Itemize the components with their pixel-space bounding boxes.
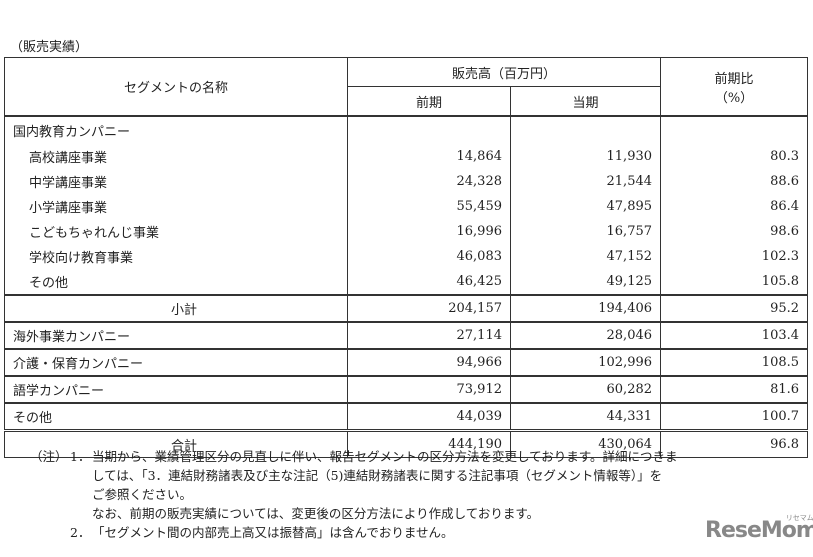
- note-line: ご参照ください。: [92, 487, 193, 502]
- total-label: 合計: [4, 429, 348, 458]
- table-row: 海外事業カンパニー 27,114 28,046 103.4: [4, 321, 809, 349]
- row-name: 学校向け教育事業: [4, 244, 348, 269]
- row-ratio: 103.4: [660, 321, 809, 349]
- table-row: 小学講座事業 55,459 47,895 86.4: [4, 194, 809, 219]
- row-name: 小学講座事業: [4, 194, 348, 219]
- logo-ruby: リセマム: [785, 514, 813, 522]
- sales-table: セグメントの名称 販売高（百万円） 前期比 （%） 前期 当期 国内教育カンパニ…: [4, 57, 809, 458]
- row-name: その他: [4, 269, 348, 295]
- row-ratio: 81.6: [660, 375, 809, 403]
- row-prior: 46,425: [347, 269, 511, 295]
- subtotal-ratio: 95.2: [660, 294, 809, 322]
- note-line: なお、前期の販売実績については、変更後の区分方法により作成しております。: [92, 506, 540, 521]
- row-name: 介護・保育カンパニー: [4, 348, 348, 376]
- table-row: 語学カンパニー 73,912 60,282 81.6: [4, 375, 809, 403]
- row-name: こどもちゃれんじ事業: [4, 219, 348, 244]
- subtotal-label: 小計: [4, 294, 348, 322]
- row-current: 28,046: [509, 321, 662, 349]
- note-number: 2．: [70, 525, 91, 540]
- table-row-subtotal: 小計 204,157 194,406 95.2: [4, 294, 809, 322]
- total-prior: 444,190: [347, 429, 511, 458]
- row-prior: 55,459: [347, 194, 511, 219]
- note-line: 「セグメント間の内部売上高又は振替高」は含んでおりません。: [92, 525, 454, 540]
- note-line: 当期から、業績管理区分の見直しに伴い、報告セグメントの区分方法を変更しております…: [92, 449, 678, 464]
- table-row-group: 国内教育カンパニー: [4, 115, 809, 144]
- row-name: その他: [4, 402, 348, 431]
- table-row: こどもちゃれんじ事業 16,996 16,757 98.6: [4, 219, 809, 244]
- row-prior: 44,039: [347, 402, 511, 431]
- table-row: 中学講座事業 24,328 21,544 88.6: [4, 169, 809, 194]
- footnote-2: 2． 「セグメント間の内部売上高又は振替高」は含んでおりません。: [30, 523, 810, 542]
- table-row: 高校講座事業 14,864 11,930 80.3: [4, 144, 809, 169]
- row-current: 16,757: [509, 219, 662, 244]
- row-ratio: 100.7: [660, 402, 809, 431]
- header-prior: 前期: [347, 86, 511, 117]
- table-row-total: 合計 444,190 430,064 96.8: [4, 429, 809, 458]
- header-ratio-unit: （%）: [714, 90, 754, 106]
- row-current: 47,152: [509, 244, 662, 269]
- header-ratio: 前期比 （%）: [660, 57, 809, 117]
- row-prior: 14,864: [347, 144, 511, 169]
- row-ratio: 86.4: [660, 194, 809, 219]
- row-prior: 94,966: [347, 348, 511, 376]
- row-prior: 73,912: [347, 375, 511, 403]
- total-ratio: 96.8: [660, 429, 809, 458]
- row-current: 49,125: [509, 269, 662, 295]
- row-name: 海外事業カンパニー: [4, 321, 348, 349]
- row-prior: 46,083: [347, 244, 511, 269]
- resemom-logo: ReseMom リセマム: [705, 514, 813, 543]
- logo-text: ReseMom: [705, 518, 813, 543]
- header-current: 当期: [509, 86, 662, 117]
- subtotal-current: 194,406: [509, 294, 662, 322]
- row-current: 102,996: [509, 348, 662, 376]
- footnotes: （注） 1． 当期から、業績管理区分の見直しに伴い、報告セグメントの区分方法を変…: [30, 447, 810, 542]
- row-prior: 27,114: [347, 321, 511, 349]
- header-ratio-label: 前期比: [714, 71, 754, 87]
- row-current: 47,895: [509, 194, 662, 219]
- header-sales-group: 販売高（百万円）: [346, 57, 662, 87]
- row-current: 11,930: [509, 144, 662, 169]
- group-label: 国内教育カンパニー: [4, 115, 348, 144]
- table-row: その他 46,425 49,125 105.8: [4, 269, 809, 295]
- row-current: 21,544: [509, 169, 662, 194]
- header-segment-name: セグメントの名称: [4, 57, 348, 117]
- row-current: 60,282: [509, 375, 662, 403]
- note-tag: （注）: [30, 449, 68, 464]
- table-row: 介護・保育カンパニー 94,966 102,996 108.5: [4, 348, 809, 376]
- row-ratio: 102.3: [660, 244, 809, 269]
- row-ratio: 105.8: [660, 269, 809, 295]
- row-prior: 16,996: [347, 219, 511, 244]
- row-name: 中学講座事業: [4, 169, 348, 194]
- row-ratio: 80.3: [660, 144, 809, 169]
- row-name: 語学カンパニー: [4, 375, 348, 403]
- table-caption: （販売実績）: [10, 40, 89, 55]
- row-ratio: 98.6: [660, 219, 809, 244]
- row-ratio: 88.6: [660, 169, 809, 194]
- table-row: 学校向け教育事業 46,083 47,152 102.3: [4, 244, 809, 269]
- footnote-1: （注） 1． 当期から、業績管理区分の見直しに伴い、報告セグメントの区分方法を変…: [30, 447, 810, 523]
- row-ratio: 108.5: [660, 348, 809, 376]
- note-line: しては、「3．連結財務諸表及び主な注記（5)連結財務諸表に関する注記事項（セグメ…: [92, 468, 663, 483]
- row-name: 高校講座事業: [4, 144, 348, 169]
- row-prior: 24,328: [347, 169, 511, 194]
- table-row: その他 44,039 44,331 100.7: [4, 402, 809, 431]
- total-current: 430,064: [509, 429, 662, 458]
- note-number: 1．: [70, 449, 91, 464]
- row-current: 44,331: [509, 402, 662, 431]
- subtotal-prior: 204,157: [347, 294, 511, 322]
